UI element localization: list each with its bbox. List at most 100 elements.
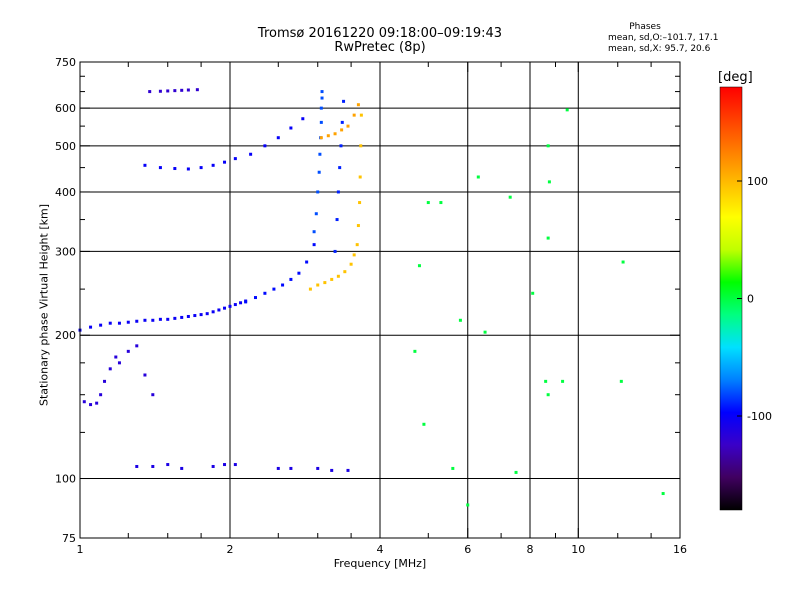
data-point — [451, 466, 455, 470]
data-point — [199, 166, 203, 170]
data-point — [439, 201, 443, 205]
data-points — [78, 88, 665, 507]
data-point — [343, 270, 347, 274]
data-point — [223, 463, 227, 467]
data-point — [359, 144, 363, 148]
data-point — [297, 271, 301, 275]
data-point — [346, 468, 350, 472]
data-point — [335, 218, 339, 222]
data-point — [249, 152, 253, 156]
axis-tick-labels: 1 2 4 6 8 10 16 75 100 200 300 400 500 600 750 — [55, 56, 687, 556]
data-point — [89, 325, 93, 329]
data-point — [95, 401, 99, 405]
data-point — [166, 317, 170, 321]
phases-legend-title: Phases — [629, 22, 661, 32]
data-point — [458, 318, 462, 322]
data-point — [356, 103, 360, 107]
chart-title-line1: Tromsø 20161220 09:18:00–09:19:43 — [257, 26, 503, 41]
data-point — [355, 243, 359, 247]
colorbar-unit-label: [deg] — [718, 70, 753, 85]
data-point — [333, 132, 337, 136]
y-tick-label: 200 — [55, 329, 76, 342]
data-point — [338, 166, 342, 170]
data-point — [108, 321, 112, 325]
data-point — [319, 120, 323, 124]
y-tick-label: 75 — [62, 532, 76, 545]
colorbar-tick-label: 0 — [747, 293, 754, 306]
data-point — [126, 349, 130, 353]
data-point — [276, 136, 280, 140]
data-point — [483, 330, 487, 334]
data-point — [316, 466, 320, 470]
data-point — [217, 308, 221, 312]
data-point — [358, 201, 362, 205]
data-point — [319, 106, 323, 110]
data-point — [166, 463, 170, 467]
data-point — [359, 113, 363, 117]
data-point — [108, 367, 112, 371]
data-point — [117, 361, 121, 365]
data-point — [148, 90, 152, 94]
data-point — [276, 466, 280, 470]
data-point — [413, 349, 417, 353]
data-point — [135, 464, 139, 468]
data-point — [223, 160, 227, 164]
data-point — [346, 124, 350, 128]
y-tick-label: 500 — [55, 140, 76, 153]
data-point — [205, 312, 209, 316]
data-point — [342, 99, 346, 103]
data-point — [547, 180, 551, 184]
data-point — [233, 157, 237, 161]
x-tick-label: 2 — [227, 543, 234, 556]
data-point — [619, 379, 623, 383]
data-point — [180, 315, 184, 319]
data-point — [349, 262, 353, 266]
data-point — [263, 144, 267, 148]
data-point — [195, 88, 199, 92]
colorbar-tick-label: 100 — [747, 175, 768, 188]
data-point — [301, 117, 305, 121]
data-point — [233, 303, 237, 307]
data-point — [103, 379, 107, 383]
x-tick-label: 6 — [464, 543, 471, 556]
data-point — [151, 393, 155, 397]
data-point — [330, 468, 334, 472]
data-point — [317, 170, 321, 174]
data-point — [314, 212, 318, 216]
data-point — [228, 304, 232, 308]
data-point — [173, 316, 177, 320]
data-point — [565, 108, 569, 112]
data-point — [514, 470, 518, 474]
data-point — [358, 175, 362, 179]
data-point — [289, 466, 293, 470]
data-point — [546, 236, 550, 240]
data-point — [323, 281, 327, 285]
data-point — [143, 373, 147, 377]
data-point — [135, 319, 139, 323]
data-point — [173, 167, 177, 171]
data-point — [312, 230, 316, 234]
data-point — [340, 128, 344, 132]
data-point — [158, 317, 162, 321]
data-point — [544, 379, 548, 383]
data-point — [352, 113, 356, 117]
data-point — [476, 175, 480, 179]
chart-title-line2: RwPretec (8p) — [334, 40, 426, 55]
data-point — [126, 320, 130, 324]
phases-o-stats: mean, sd,O:–101.7, 17.1 — [608, 33, 719, 43]
data-point — [340, 120, 344, 124]
data-point — [326, 134, 330, 138]
x-tick-label: 1 — [77, 543, 84, 556]
data-point — [356, 224, 360, 228]
y-tick-label: 750 — [55, 56, 76, 69]
data-point — [99, 393, 103, 397]
data-point — [193, 314, 197, 318]
data-point — [211, 163, 215, 167]
data-point — [333, 249, 337, 253]
data-point — [272, 287, 276, 291]
data-point — [186, 314, 190, 318]
data-point — [546, 144, 550, 148]
data-point — [318, 152, 322, 156]
axis-ticks — [79, 61, 681, 539]
data-point — [336, 190, 340, 194]
